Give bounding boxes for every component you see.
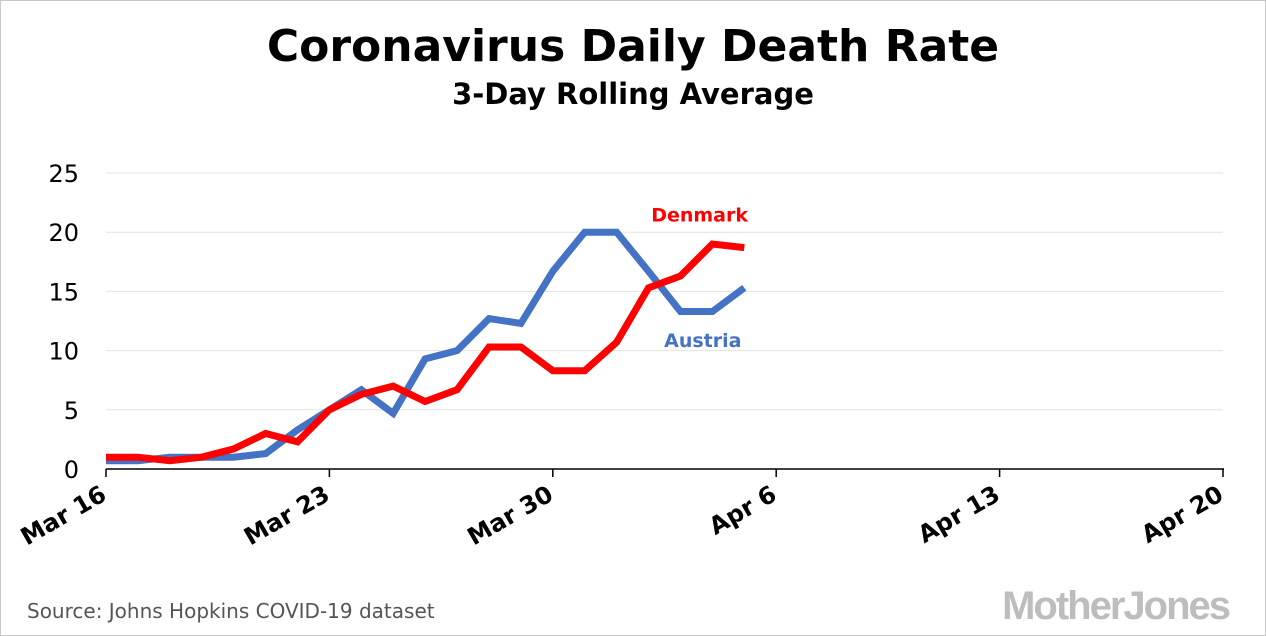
series-labels: Austria Denmark (651, 205, 748, 353)
x-tick-label-apr-6: Apr 6 (704, 480, 781, 541)
y-tick-label-15: 15 (48, 278, 79, 306)
mother-jones-logo: MotherJones (1002, 584, 1230, 628)
chart-title: Coronavirus Daily Death Rate (267, 21, 999, 72)
x-tick-label-mar-16: Mar 16 (16, 480, 111, 551)
series-line-denmark (106, 240, 745, 465)
source-note: Source: Johns Hopkins COVID-19 dataset (27, 599, 435, 623)
series-line-austria (106, 228, 747, 465)
series-lines (106, 228, 747, 465)
x-tick-label-mar-30: Mar 30 (463, 480, 558, 551)
y-tick-label-20: 20 (48, 219, 79, 247)
y-tick-label-0: 0 (64, 456, 79, 484)
axes: 0 5 10 15 20 25 Mar 16 Mar 23 Mar 30 Apr 6 Apr 13 A… (16, 160, 1228, 551)
y-tick-label-5: 5 (64, 397, 79, 425)
y-tick-label-10: 10 (48, 338, 79, 366)
x-tick-label-apr-20: Apr 20 (1137, 480, 1228, 549)
series-label-denmark: Denmark (651, 205, 748, 227)
series-label-austria: Austria (664, 330, 741, 352)
chart-subtitle: 3-Day Rolling Average (452, 77, 814, 111)
x-tick-label-mar-23: Mar 23 (239, 480, 334, 551)
x-tick-label-apr-13: Apr 13 (913, 480, 1004, 549)
y-tick-label-25: 25 (48, 160, 79, 188)
